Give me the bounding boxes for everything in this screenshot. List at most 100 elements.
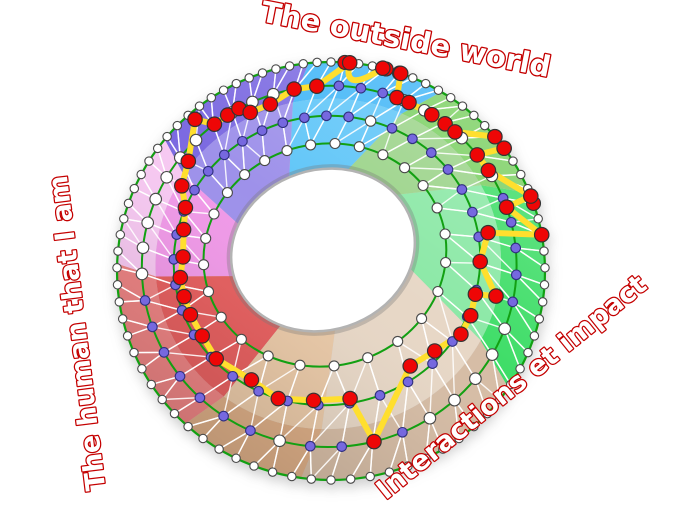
graph-node [515,364,525,374]
torus-group [112,54,550,485]
graph-node [267,467,278,477]
graph-node [495,394,505,405]
graph-node [345,474,356,484]
graph-node [162,131,172,142]
milestone-node [480,224,496,241]
graph-node [482,408,493,419]
graph-node [273,434,286,448]
graph-node [534,314,545,324]
milestone-node [342,390,358,407]
graph-node [456,184,468,195]
graph-node [304,440,316,452]
graph-node [408,73,418,83]
graph-node [294,359,306,371]
graph-node [510,242,522,254]
graph-node [467,206,478,218]
graph-node [457,101,468,111]
milestone-node [262,96,279,112]
graph-node [469,110,479,121]
graph-node [172,120,183,131]
graph-node [174,370,186,382]
milestone-node [177,199,194,216]
graph-node [215,311,227,323]
graph-node [123,198,134,209]
graph-node [377,149,389,161]
graph-node [299,112,310,124]
graph-node [113,246,123,256]
graph-node [256,125,268,136]
graph-node [239,169,251,181]
milestone-node [498,199,515,215]
graph-node [169,408,180,419]
graph-node [141,216,155,230]
graph-node [417,179,429,192]
graph-node [505,379,516,390]
graph-node [433,85,444,95]
graph-node [529,331,540,341]
graph-node [277,117,289,129]
milestone-node [374,60,391,76]
graph-node [440,256,452,269]
graph-node [479,120,490,131]
milestone-node [488,288,504,304]
graph-node [540,263,550,273]
graph-node [416,313,428,325]
graph-node [447,336,458,347]
graph-node [505,216,517,228]
milestone-node [270,390,287,407]
hole [229,167,417,333]
graph-node [194,392,206,404]
graph-node [312,57,322,68]
milestone-node [469,147,485,163]
graph-node [343,111,354,123]
graph-node [189,184,200,196]
milestone-node [496,140,512,156]
graph-node [160,170,174,184]
label-human-that-i-am: The human that I am [43,174,112,493]
graph-node [235,333,247,345]
graph-node [421,453,431,464]
graph-node [364,115,377,127]
milestone-node [305,392,322,409]
graph-node [152,143,163,154]
graph-node [507,296,519,308]
graph-node [431,202,443,214]
graph-node [445,92,456,103]
graph-node [539,246,549,256]
graph-node [227,370,239,382]
milestone-node [423,106,440,123]
graph-node [439,228,451,240]
graph-node [231,78,242,89]
graph-node [402,376,414,388]
graph-node [284,61,295,71]
graph-node [508,156,518,166]
graph-node [218,149,230,161]
graph-node [386,122,398,134]
milestone-node [453,326,469,342]
milestone-node [462,307,479,324]
graph-node [139,295,151,306]
graph-node [423,411,437,425]
milestone-node [176,288,192,305]
graph-node [362,352,374,364]
graph-node [136,241,150,255]
milestone-node [447,124,463,140]
graph-node [298,59,309,69]
graph-node [469,372,482,386]
graph-node [129,183,140,194]
graph-node [442,164,454,175]
graph-node [245,425,256,436]
graph-node [305,139,317,151]
graph-node [218,410,229,422]
graph-node [249,461,259,471]
milestone-node [286,81,302,97]
graph-node [189,133,203,147]
graph-node [231,453,241,464]
milestone-node [194,328,210,344]
graph-node [144,156,154,166]
graph-node [202,165,214,177]
graph-node [329,137,341,150]
graph-node [407,133,418,145]
milestone-node [402,358,418,374]
ring-line-inner [202,142,448,368]
